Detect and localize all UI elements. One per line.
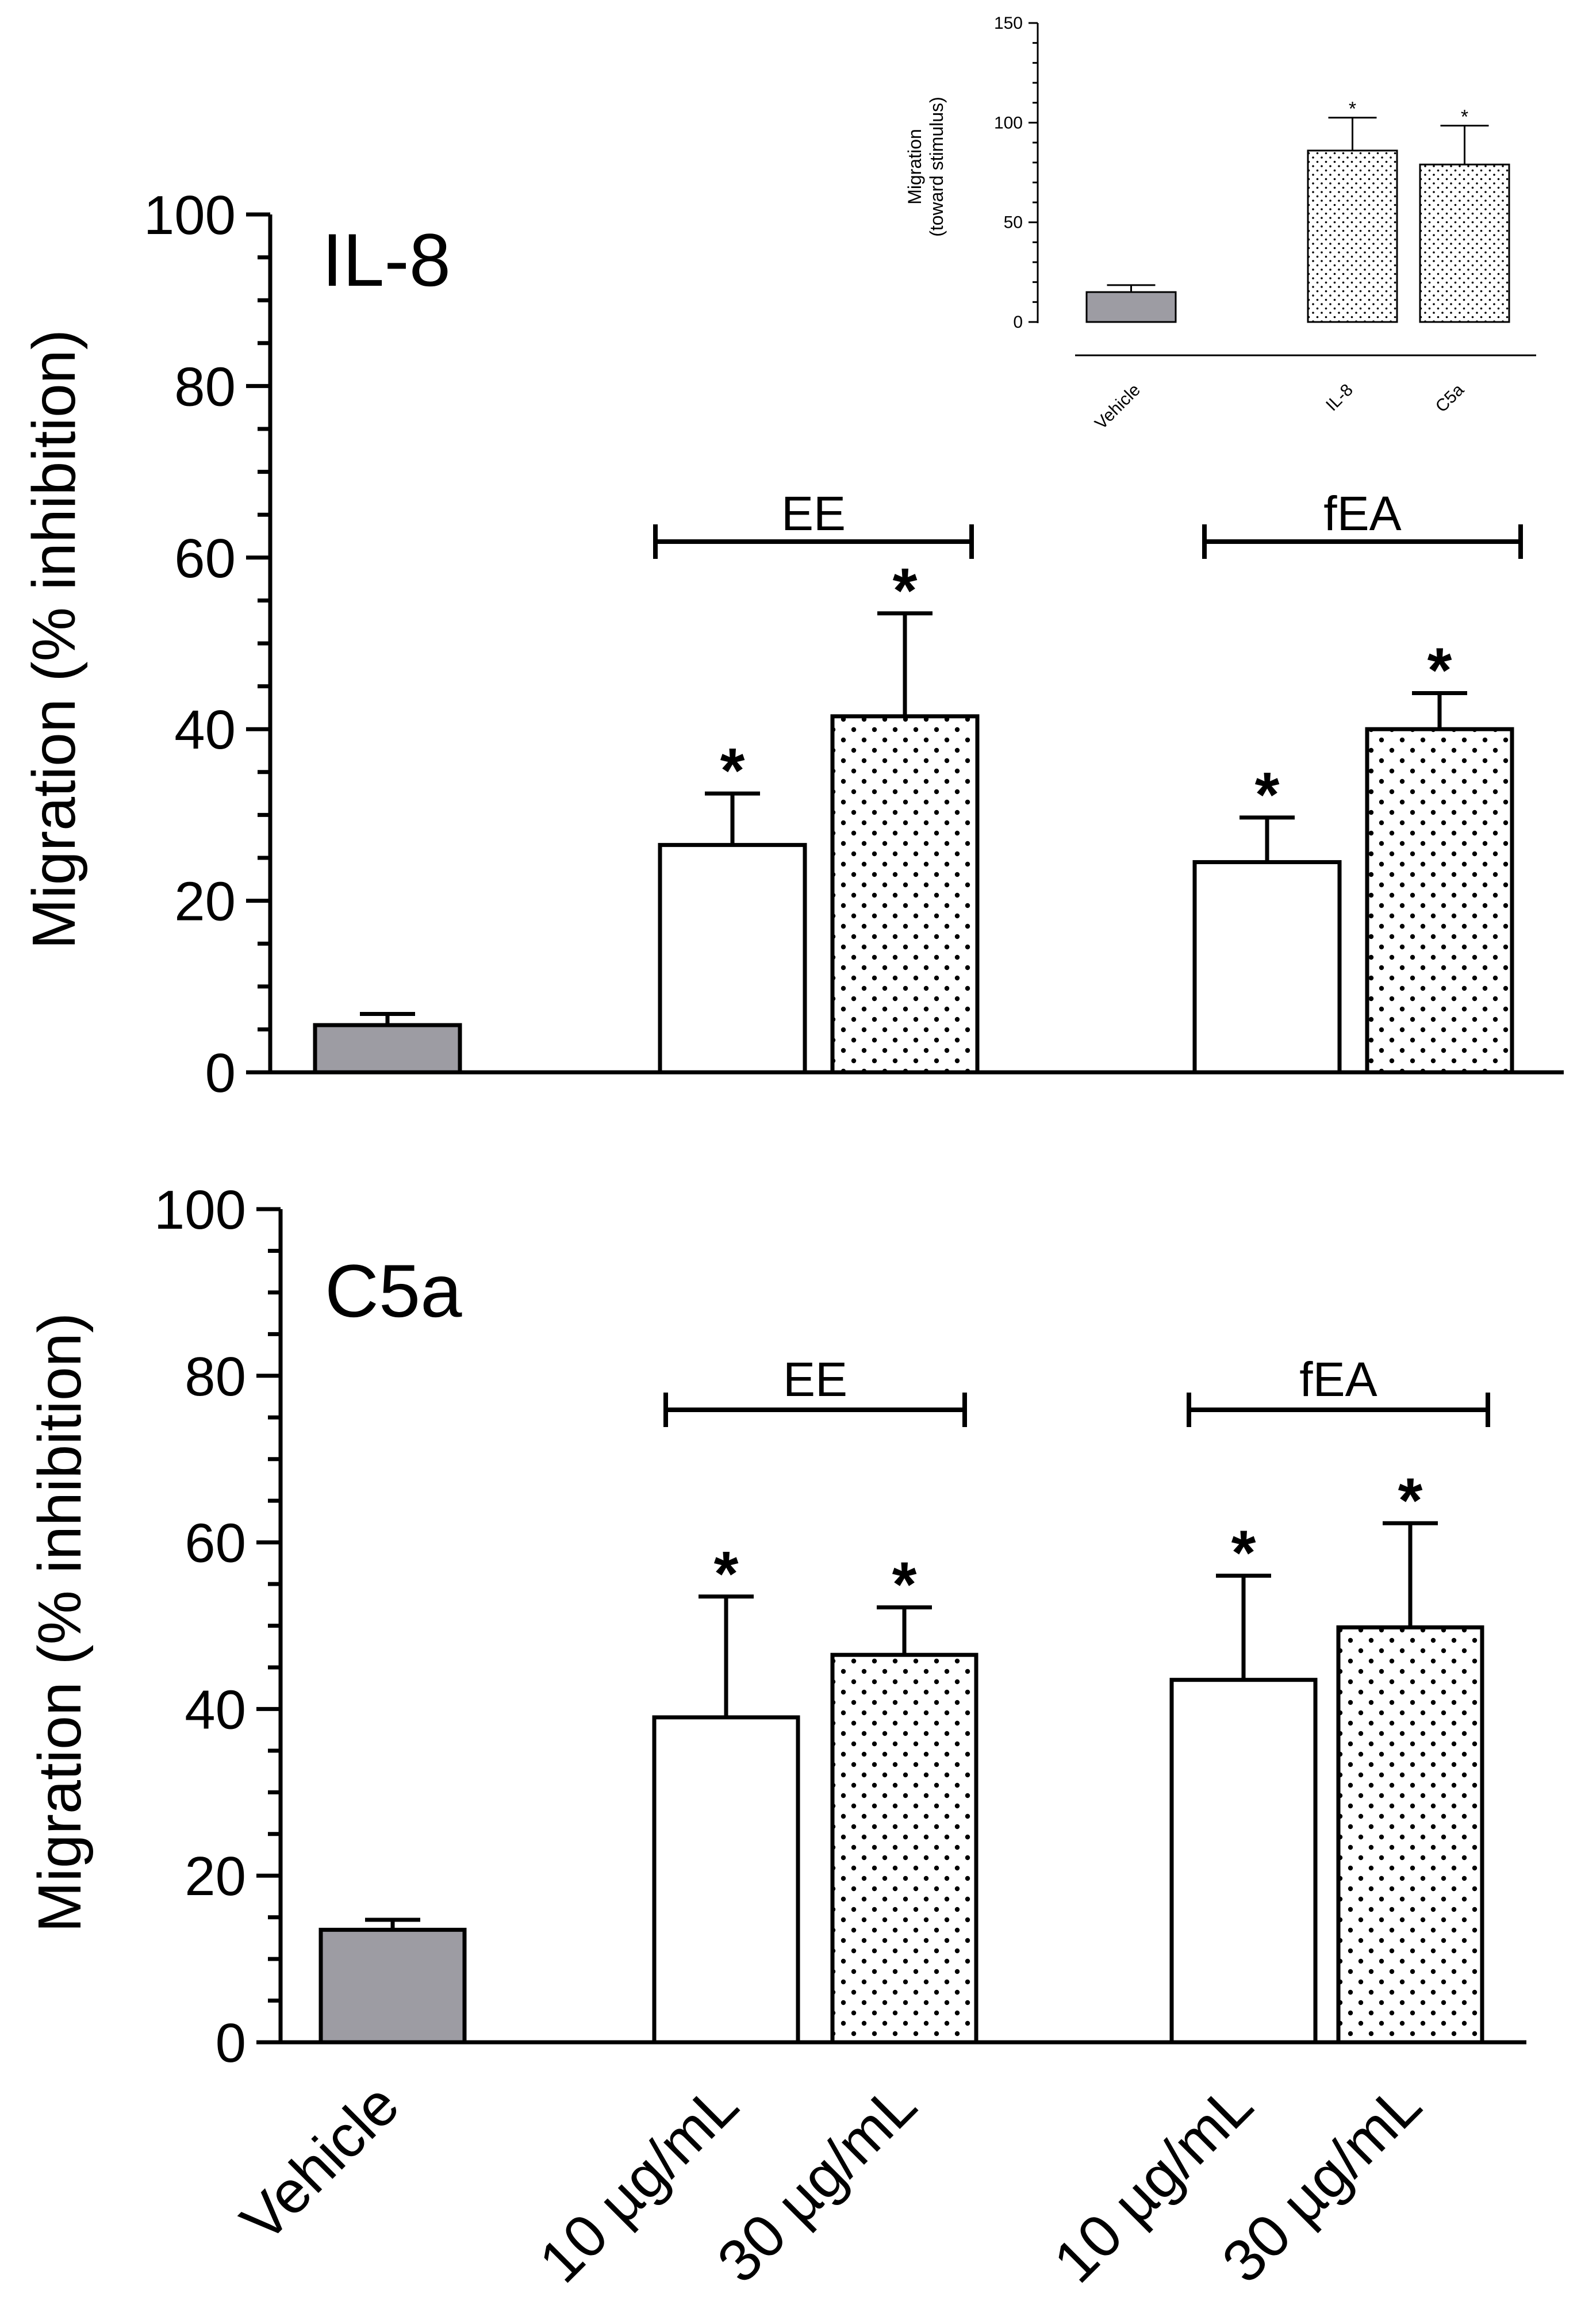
group-label-1: fEA bbox=[1323, 486, 1401, 540]
inset-x-tick-labels: Vehicle IL-8 C5a bbox=[1091, 380, 1468, 433]
bar-1 bbox=[652, 1715, 800, 2045]
panel-il8-group-brackets: EE fEA bbox=[653, 486, 1523, 559]
significance-star-4: * bbox=[1427, 635, 1452, 706]
x-tick-label-1: 10 µg/mL bbox=[527, 2071, 751, 2295]
x-tick-label-0: Vehicle bbox=[228, 2071, 412, 2254]
bar-4 bbox=[1336, 1625, 1484, 2045]
panel-c5a-axes: 0 20 40 60 80 100 bbox=[154, 1179, 1526, 2074]
y-tick-label: 40 bbox=[185, 1679, 246, 1740]
group-label-1: fEA bbox=[1299, 1352, 1377, 1406]
inset-bars: * * bbox=[1085, 98, 1510, 323]
panel-il8-axes: 0 20 40 60 80 100 bbox=[144, 185, 1564, 1104]
inset-y-tick-label: 100 bbox=[994, 113, 1023, 132]
inset-ylabel-line-1: Migration bbox=[904, 129, 925, 205]
significance-star-1: * bbox=[720, 735, 745, 806]
inset-y-tick-label: 0 bbox=[1013, 313, 1023, 332]
significance-star-3: * bbox=[1255, 760, 1280, 830]
bar-0 bbox=[318, 1927, 467, 2045]
y-tick-label: 100 bbox=[154, 1179, 246, 1241]
inset-y-tick-label: 50 bbox=[1004, 213, 1023, 232]
inset-axes: 0 50 100 150 bbox=[994, 14, 1536, 356]
y-tick-label: 80 bbox=[174, 356, 236, 417]
y-tick-label: 20 bbox=[174, 871, 236, 933]
bar-3 bbox=[1192, 860, 1342, 1075]
significance-star-4: * bbox=[1398, 1465, 1423, 1536]
panel-il8-ylabel: Migration (% inhibition) bbox=[20, 329, 88, 949]
y-tick-label: 20 bbox=[185, 1846, 246, 1907]
y-tick-label: 0 bbox=[205, 1042, 236, 1104]
panel-il8-title: IL-8 bbox=[322, 218, 451, 302]
inset-bar-2 bbox=[1419, 163, 1510, 323]
bar-0 bbox=[313, 1023, 462, 1075]
group-label-0: EE bbox=[783, 1352, 847, 1406]
bar-1 bbox=[658, 843, 807, 1075]
inset-y-tick-label: 150 bbox=[994, 14, 1023, 33]
significance-star-2: * bbox=[893, 555, 918, 626]
x-tick-label-2: 30 µg/mL bbox=[705, 2071, 929, 2295]
inset-bar-0 bbox=[1085, 291, 1177, 323]
bar-2 bbox=[830, 714, 980, 1075]
bar-2 bbox=[830, 1652, 978, 2045]
panel-c5a-title: C5a bbox=[325, 1249, 462, 1333]
significance-star-1: * bbox=[714, 1539, 739, 1609]
bar-3 bbox=[1169, 1678, 1318, 2045]
inset-x-tick-label-0: Vehicle bbox=[1091, 381, 1144, 434]
inset-significance-star-1: * bbox=[1349, 98, 1356, 120]
y-tick-label: 60 bbox=[174, 528, 236, 589]
panel-c5a-chart: Migration (% inhibition) C5a 0 20 40 60 80 10… bbox=[26, 1179, 1526, 2295]
inset-bar-1 bbox=[1307, 149, 1398, 323]
y-tick-label: 80 bbox=[185, 1346, 246, 1408]
y-tick-label: 60 bbox=[185, 1513, 246, 1574]
panel-c5a-group-brackets: EE fEA bbox=[663, 1352, 1490, 1427]
bar-4 bbox=[1365, 727, 1514, 1075]
inset-significance-star-2: * bbox=[1461, 106, 1468, 128]
significance-star-3: * bbox=[1231, 1518, 1256, 1589]
inset-ylabel-line-2: (toward stimulus) bbox=[926, 97, 947, 237]
inset-x-tick-label-2: C5a bbox=[1432, 380, 1468, 416]
significance-star-2: * bbox=[892, 1550, 917, 1620]
panel-il8-chart: Migration (% inhibition) IL-8 0 20 40 60 80 1… bbox=[20, 185, 1564, 1104]
panel-c5a-ylabel: Migration (% inhibition) bbox=[26, 1313, 94, 1932]
y-tick-label: 0 bbox=[216, 2012, 246, 2074]
y-tick-label: 100 bbox=[144, 185, 236, 246]
panel-c5a-bars: * * * * bbox=[318, 1465, 1484, 2045]
group-label-0: EE bbox=[781, 486, 846, 540]
panel-il8-bars: * * * * bbox=[313, 555, 1514, 1075]
inset-x-tick-label-1: IL-8 bbox=[1322, 381, 1357, 415]
y-tick-label: 40 bbox=[174, 699, 236, 761]
